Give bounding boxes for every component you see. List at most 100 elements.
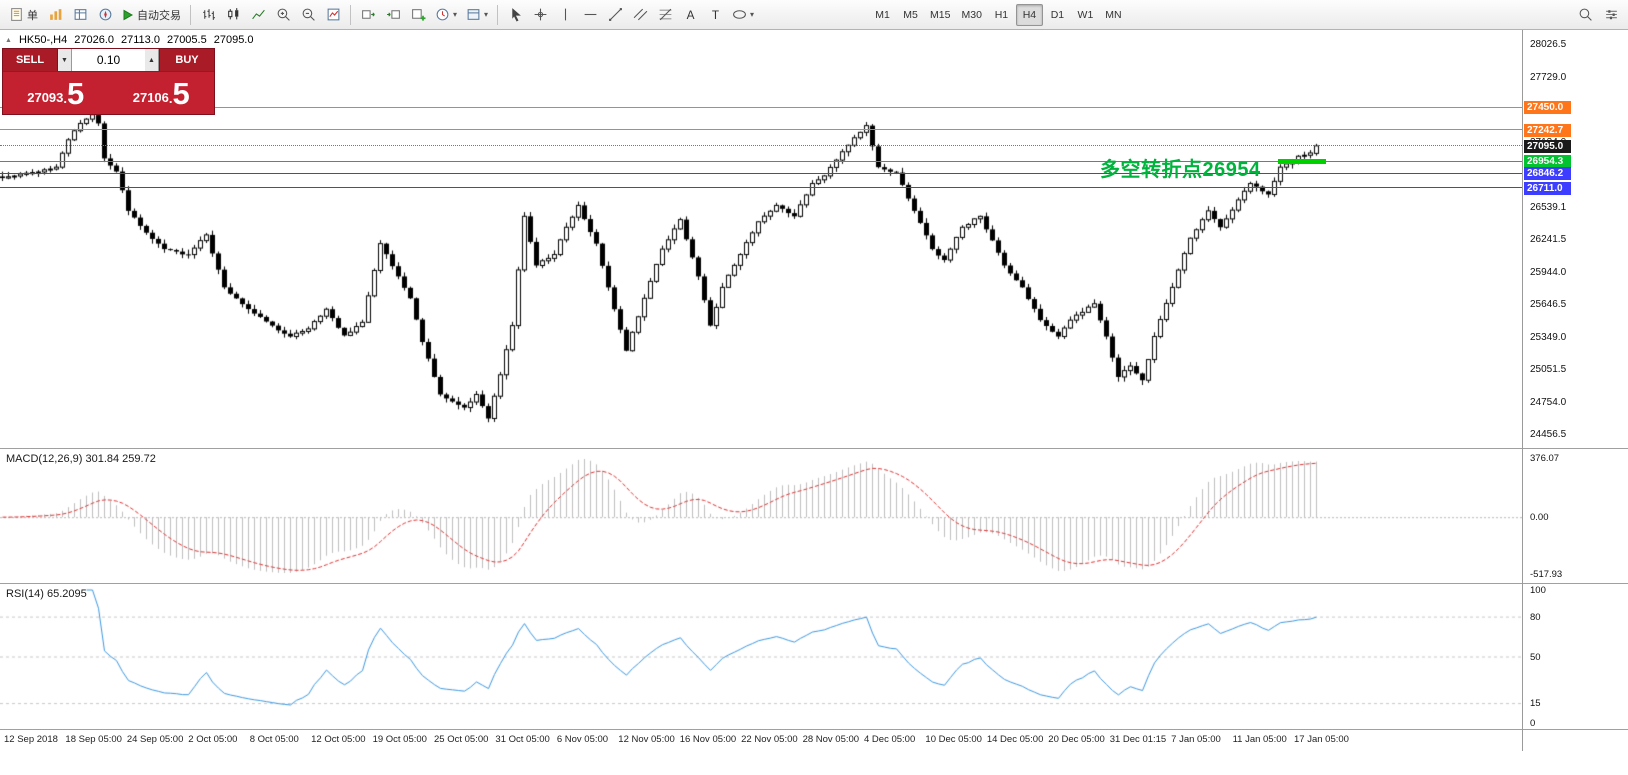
candlestick-icon bbox=[227, 8, 238, 20]
close-value: 27095.0 bbox=[213, 34, 254, 46]
market-watch-button[interactable] bbox=[43, 3, 67, 27]
vertical-line-button[interactable] bbox=[553, 3, 577, 27]
templates-button[interactable]: ▾ bbox=[462, 3, 492, 27]
timeframe-button-W1[interactable]: W1 bbox=[1072, 4, 1099, 26]
properties-button[interactable] bbox=[1599, 3, 1623, 27]
timeframe-group: M1 M5 M15 M30 H1 H4 D1 W1 MN bbox=[869, 3, 1127, 26]
text-label-button[interactable]: T bbox=[703, 3, 727, 27]
trade-panel-prices: 27093 . 5 27106 . 5 bbox=[3, 72, 214, 114]
time-axis-label: 16 Nov 05:00 bbox=[679, 734, 737, 745]
shapes-button[interactable]: ▾ bbox=[728, 3, 758, 27]
svg-text:T: T bbox=[711, 9, 718, 22]
chart-bars-button[interactable] bbox=[196, 3, 220, 27]
new-chart-plus-icon bbox=[411, 9, 425, 21]
navigator-icon bbox=[99, 8, 111, 21]
new-order-icon bbox=[11, 8, 22, 21]
periods-button[interactable]: ▾ bbox=[431, 3, 461, 27]
time-axis-label: 10 Dec 05:00 bbox=[925, 734, 982, 745]
trendline-button[interactable] bbox=[603, 3, 627, 27]
macd-scale-zero: 0.00 bbox=[1530, 512, 1549, 524]
buy-price-dot: . bbox=[168, 90, 173, 106]
new-order-button[interactable]: 单 bbox=[5, 3, 42, 27]
volume-input[interactable] bbox=[72, 49, 145, 71]
price-scale[interactable]: 376.07 0.00 -517.93 28026.527729.027431.… bbox=[1523, 30, 1628, 751]
horizontal-line-button[interactable] bbox=[578, 3, 602, 27]
trade-panel-controls: SELL ▼ ▲ BUY bbox=[3, 49, 214, 72]
price-scale-border bbox=[1522, 30, 1523, 751]
onecklick-toggle-icon[interactable]: ▲ bbox=[5, 36, 12, 44]
horizontal-line-27242.7[interactable] bbox=[0, 129, 1522, 131]
auto-trading-button[interactable]: 自动交易 bbox=[118, 3, 185, 27]
buy-price[interactable]: 27106 . 5 bbox=[109, 72, 215, 114]
crosshair-button[interactable] bbox=[528, 3, 552, 27]
zoom-out-button[interactable] bbox=[296, 3, 320, 27]
zoom-in-icon bbox=[277, 8, 290, 21]
timeframe-button-M30[interactable]: M30 bbox=[956, 4, 986, 26]
dropdown-caret-icon: ▾ bbox=[750, 9, 755, 19]
time-axis-label: 12 Sep 2018 bbox=[4, 734, 58, 745]
horizontal-line-27095.0[interactable] bbox=[0, 145, 1522, 147]
toolbar-separator bbox=[350, 4, 351, 25]
timeframe-button-H4[interactable]: H4 bbox=[1015, 3, 1043, 26]
time-axis-label: 25 Oct 05:00 bbox=[434, 734, 489, 745]
time-axis-label: 6 Nov 05:00 bbox=[556, 734, 609, 745]
autoscroll-button[interactable] bbox=[356, 3, 380, 27]
market-watch-icon bbox=[49, 9, 61, 20]
horizontal-line-26846.2[interactable] bbox=[0, 172, 1522, 174]
timeframe-button-M15[interactable]: M15 bbox=[925, 4, 955, 26]
channel-icon bbox=[633, 8, 647, 21]
properties-sliders-icon bbox=[1605, 10, 1617, 20]
channel-button[interactable] bbox=[628, 3, 652, 27]
price-badge-26954.3: 26954.3 bbox=[1524, 155, 1571, 169]
chart-candles-button[interactable] bbox=[221, 3, 245, 27]
buy-button[interactable]: BUY bbox=[159, 49, 214, 71]
sell-button[interactable]: SELL bbox=[3, 49, 58, 71]
pane-divider[interactable] bbox=[0, 583, 1628, 584]
price-tick: 28026.5 bbox=[1530, 39, 1567, 51]
cursor-button[interactable] bbox=[503, 3, 527, 27]
fibonacci-button[interactable] bbox=[653, 3, 677, 27]
indicators-button[interactable] bbox=[321, 3, 345, 27]
rsi-scale-label: 100 bbox=[1530, 585, 1546, 596]
horizontal-line-26711.0[interactable] bbox=[0, 187, 1522, 189]
volume-decrease-button[interactable]: ▼ bbox=[58, 49, 72, 71]
macd-indicator-chart[interactable] bbox=[0, 449, 1522, 583]
chart-shift-button[interactable] bbox=[381, 3, 405, 27]
volume-increase-button[interactable]: ▲ bbox=[145, 49, 159, 71]
search-button[interactable] bbox=[1573, 3, 1597, 27]
turning-point-level-segment[interactable] bbox=[1278, 158, 1326, 164]
vertical-line-icon bbox=[564, 8, 566, 21]
new-chart-button[interactable] bbox=[406, 3, 430, 27]
chart-shift-icon bbox=[386, 10, 400, 19]
horizontal-line-27450.0[interactable] bbox=[0, 106, 1522, 108]
horizontal-line-26954.3[interactable] bbox=[0, 160, 1522, 162]
price-tick: 25051.5 bbox=[1530, 364, 1567, 376]
price-tick: 25349.0 bbox=[1530, 331, 1567, 343]
main-price-chart[interactable] bbox=[0, 30, 1522, 448]
timeframe-button-D1[interactable]: D1 bbox=[1044, 4, 1071, 26]
timeframe-button-MN[interactable]: MN bbox=[1100, 4, 1127, 26]
sell-price-dot: . bbox=[63, 90, 68, 106]
auto-trading-label: 自动交易 bbox=[137, 9, 181, 22]
crosshair-icon bbox=[534, 8, 546, 21]
timeframe-button-M5[interactable]: M5 bbox=[897, 4, 924, 26]
sell-price[interactable]: 27093 . 5 bbox=[3, 72, 109, 114]
rsi-indicator-chart[interactable] bbox=[0, 584, 1522, 729]
ellipse-shape-icon bbox=[733, 10, 746, 19]
text-button[interactable]: A bbox=[678, 3, 702, 27]
autoscroll-icon bbox=[361, 10, 375, 19]
chart-line-button[interactable] bbox=[246, 3, 270, 27]
indicators-icon bbox=[327, 8, 339, 21]
timeframe-button-H1[interactable]: H1 bbox=[988, 4, 1015, 26]
data-window-button[interactable] bbox=[68, 3, 92, 27]
navigator-button[interactable] bbox=[93, 3, 117, 27]
time-axis-label: 20 Dec 05:00 bbox=[1048, 734, 1105, 745]
rsi-scale-label: 15 bbox=[1530, 698, 1541, 710]
time-axis-label: 31 Dec 01:15 bbox=[1109, 734, 1167, 745]
dropdown-caret-icon: ▾ bbox=[484, 9, 489, 19]
time-axis-label: 7 Jan 05:00 bbox=[1171, 734, 1221, 745]
timeframe-button-M1[interactable]: M1 bbox=[869, 4, 896, 26]
zoom-in-button[interactable] bbox=[271, 3, 295, 27]
pane-divider[interactable] bbox=[0, 448, 1628, 449]
time-axis[interactable]: 12 Sep 2018 18 Sep 05:00 24 Sep 05:00 2 Oct… bbox=[0, 730, 1522, 751]
